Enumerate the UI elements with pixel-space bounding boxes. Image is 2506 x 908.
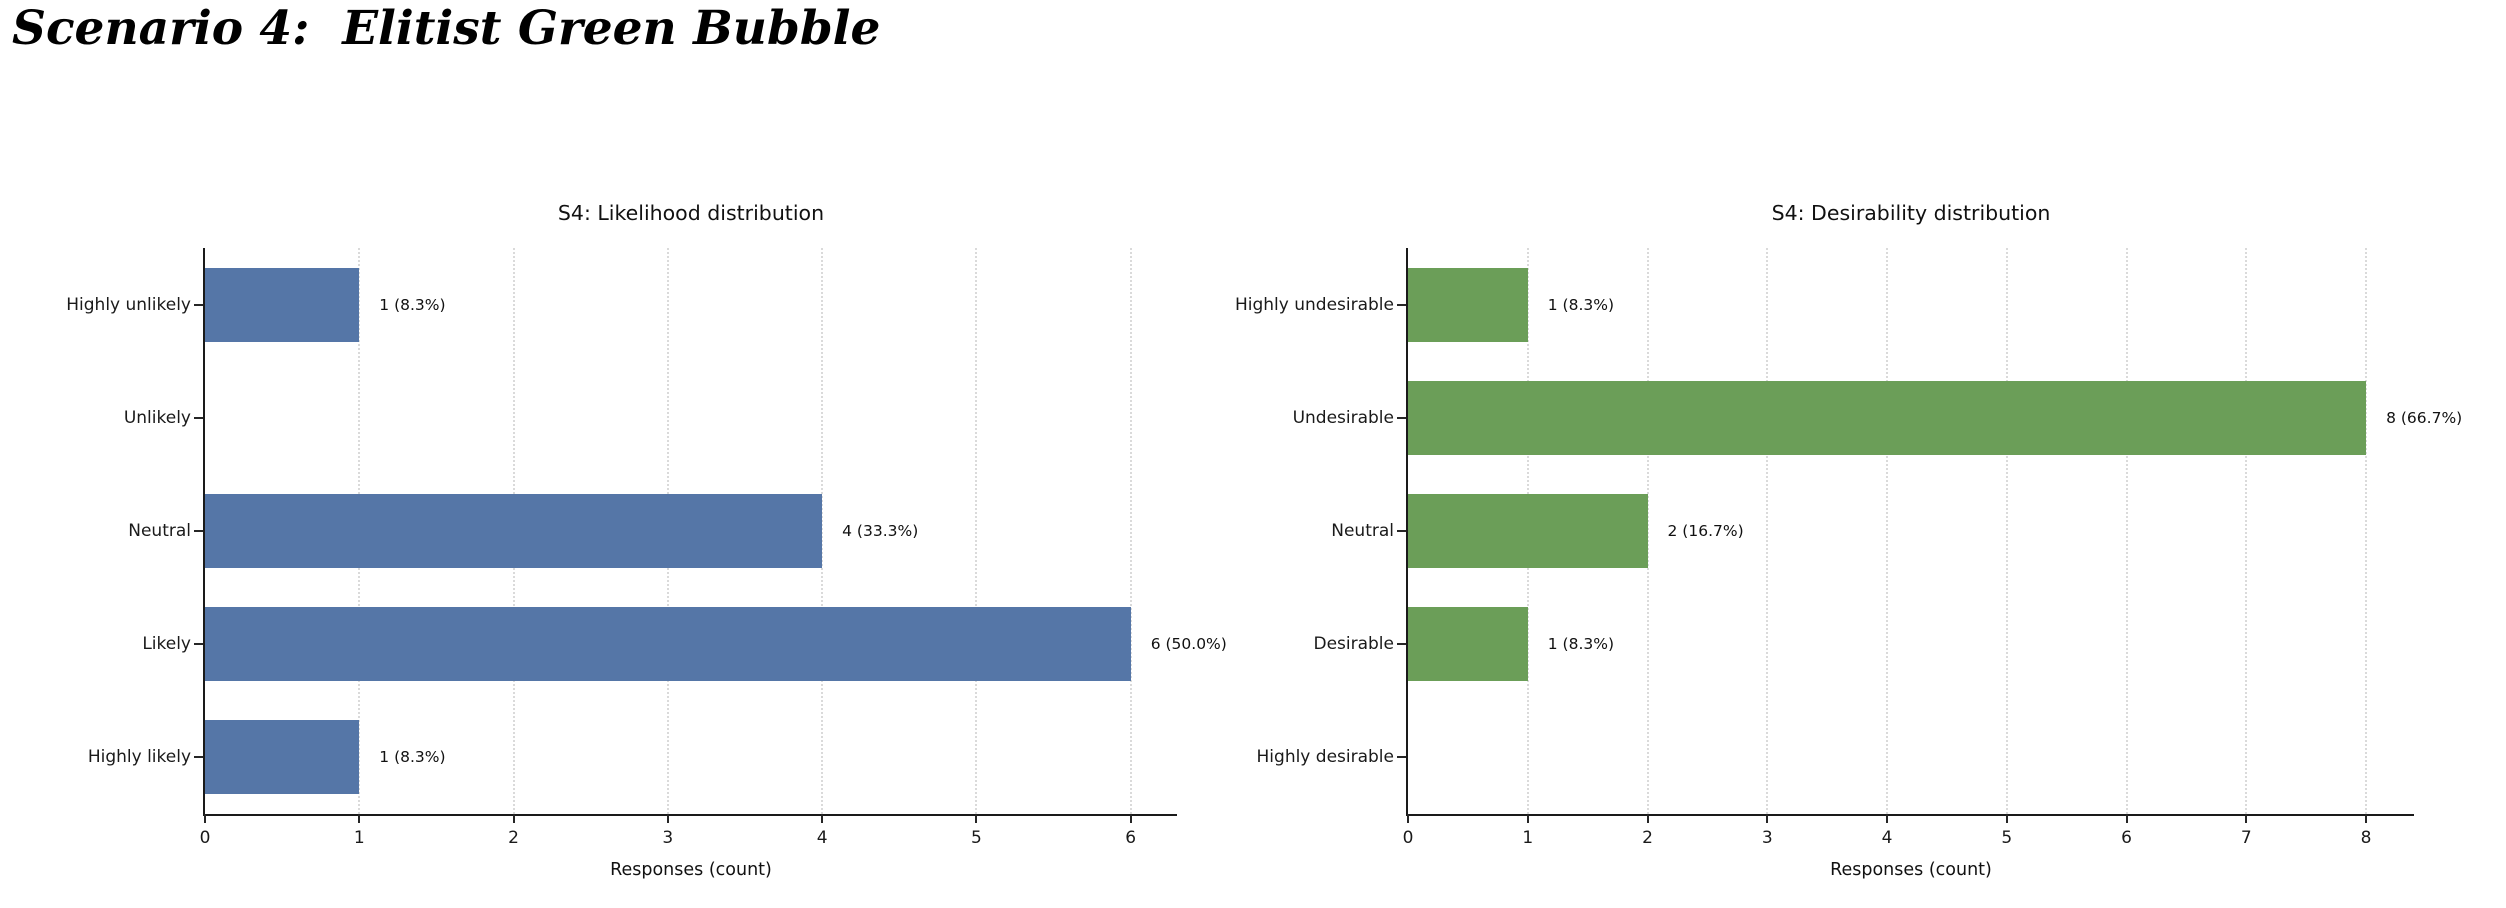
y-tick-mark [1397,416,1406,419]
gridline [821,248,824,814]
x-tick-mark [821,814,824,823]
value-label-neutral: 4 (33.3%) [842,522,919,540]
x-tick-label: 2 [508,828,519,848]
x-tick-mark [512,814,515,823]
x-tick-mark [358,814,361,823]
y-tick-mark [1397,643,1406,646]
gridline [1766,248,1769,814]
y-tick-mark [1397,303,1406,306]
y-tick-mark [194,643,203,646]
category-label-highly-unlikely: Highly unlikely [66,294,191,315]
category-label-undesirable: Undesirable [1292,407,1394,428]
bar-likely [205,607,1131,682]
bar-neutral [205,494,823,568]
x-tick-mark [1766,814,1769,823]
likelihood-x-axis-label: Responses (count) [610,860,772,880]
x-tick-mark [2245,814,2248,823]
y-tick-mark [194,530,203,532]
x-tick-label: 6 [1125,828,1137,848]
x-tick-label: 2 [1642,828,1653,848]
x-tick-label: 6 [2121,828,2132,848]
x-tick-mark [1129,814,1132,823]
y-tick-mark [194,756,203,759]
bar-desirable [1408,607,1528,682]
category-label-unlikely: Unlikely [123,407,191,428]
gridline [1646,248,1649,814]
gridline [2125,248,2128,814]
x-tick-label: 1 [1522,828,1534,848]
value-label-neutral: 2 (16.7%) [1667,522,1744,540]
gridline [2005,248,2008,814]
y-tick-mark [194,303,203,306]
category-label-neutral: Neutral [1331,521,1394,541]
x-tick-label: 0 [199,828,211,848]
x-tick-mark [1407,814,1409,823]
x-tick-label: 5 [2001,828,2013,848]
gridline [2245,248,2248,814]
category-label-likely: Likely [142,634,191,655]
x-tick-label: 0 [1402,828,1414,848]
x-tick-label: 3 [662,828,674,848]
y-tick-mark [1397,530,1406,532]
bar-neutral [1408,494,1648,568]
category-label-highly-undesirable: Highly undesirable [1234,294,1394,315]
bar-highly-unlikely [205,267,360,342]
bar-highly-likely [205,720,360,795]
likelihood-chart-title: S4: Likelihood distribution [557,201,825,225]
x-tick-label: 4 [816,828,828,848]
bar-undesirable [1408,380,2367,455]
category-label-desirable: Desirable [1313,634,1394,655]
x-tick-mark [2365,814,2368,823]
category-label-neutral: Neutral [128,521,191,541]
y-tick-mark [194,416,203,419]
gridline [975,248,978,814]
bar-highly-undesirable [1408,267,1528,342]
value-label-desirable: 1 (8.3%) [1547,635,1615,654]
desirability-chart-title: S4: Desirability distribution [1771,201,2051,225]
likelihood-chart: S4: Likelihood distribution Responses (c… [66,201,1227,880]
gridline [2365,248,2368,814]
x-tick-mark [2125,814,2128,823]
x-tick-label: 4 [1881,828,1893,848]
x-tick-label: 5 [971,828,982,848]
x-tick-label: 1 [353,828,365,848]
gridline [1129,248,1132,814]
category-label-highly-likely: Highly likely [87,747,191,768]
y-tick-mark [1397,756,1406,759]
x-tick-mark [204,814,206,823]
x-tick-label: 8 [2360,828,2372,848]
x-tick-mark [2005,814,2008,823]
value-label-undesirable: 8 (66.7%) [2386,408,2463,427]
x-tick-label: 7 [2240,828,2252,848]
value-label-highly-unlikely: 1 (8.3%) [379,295,446,314]
value-label-likely: 6 (50.0%) [1150,635,1227,654]
value-label-highly-undesirable: 1 (8.3%) [1547,295,1615,314]
desirability-x-axis-label: Responses (count) [1830,860,1992,880]
category-label-highly-desirable: Highly desirable [1256,747,1394,768]
x-tick-label: 3 [1761,828,1773,848]
x-tick-mark [1886,814,1889,823]
x-tick-mark [1646,814,1649,823]
x-tick-mark [666,814,669,823]
desirability-chart: S4: Desirability distribution Responses … [1235,201,2462,880]
value-label-highly-likely: 1 (8.3%) [379,748,446,767]
page-title: Scenario 4: Elitist Green Bubble [12,1,881,56]
gridline [1886,248,1889,814]
x-tick-mark [975,814,978,823]
x-tick-mark [1526,814,1529,823]
